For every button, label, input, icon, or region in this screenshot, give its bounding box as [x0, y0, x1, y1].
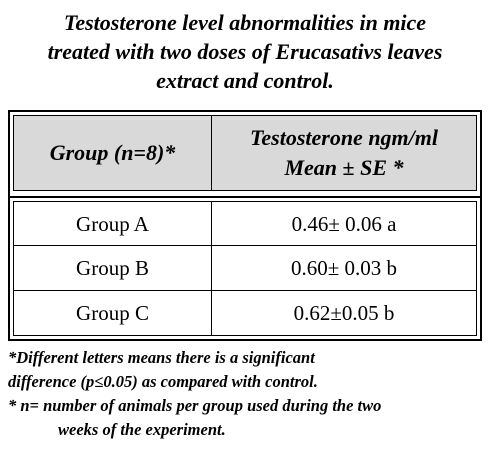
cell-value: 0.46± 0.06 a: [211, 202, 476, 246]
cell-group: Group A: [76, 211, 149, 236]
data-table: Group (n=8)* Testosterone ngm/ml Mean ± …: [8, 110, 482, 341]
header-testosterone-line-1: Testosterone ngm/ml: [249, 125, 439, 150]
table-body: Group A 0.46± 0.06 a Group B 0.60± 0.03 …: [13, 201, 477, 336]
table-row: Group C 0.62±0.05 b: [13, 291, 477, 336]
header-divider: [10, 196, 480, 198]
table-title: Testosterone level abnormalities in mice…: [0, 8, 490, 95]
title-line-1: Testosterone level abnormalities in mice: [63, 10, 427, 35]
header-testosterone: Testosterone ngm/ml Mean ± SE *: [211, 116, 476, 190]
footnote-2-line-1: * n= number of animals per group used du…: [8, 396, 382, 415]
footnote-1-line-1: *Different letters means there is a sign…: [8, 348, 315, 367]
footnote-2-line-2: weeks of the experiment.: [58, 420, 226, 439]
footnote-1-line-2: difference (p≤0.05) as compared with con…: [8, 372, 318, 391]
table-footnotes: *Different letters means there is a sign…: [8, 346, 488, 442]
title-line-3: extract and control.: [156, 68, 334, 93]
title-line-2: treated with two doses of Erucasativs le…: [47, 39, 443, 64]
header-group-label: Group (n=8)*: [49, 140, 176, 165]
cell-group: Group C: [76, 300, 149, 325]
header-testosterone-line-2: Mean ± SE *: [284, 155, 404, 180]
cell-value: 0.60± 0.03 b: [211, 246, 476, 290]
cell-group: Group B: [76, 255, 149, 280]
table-header: Group (n=8)* Testosterone ngm/ml Mean ± …: [13, 115, 477, 191]
table-row: Group B 0.60± 0.03 b: [13, 246, 477, 291]
cell-value: 0.62±0.05 b: [211, 291, 476, 335]
table-row: Group A 0.46± 0.06 a: [13, 201, 477, 246]
header-group: Group (n=8)*: [14, 116, 211, 190]
